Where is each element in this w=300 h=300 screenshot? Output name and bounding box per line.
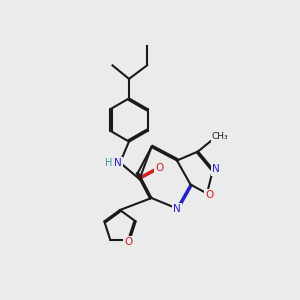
Text: O: O: [155, 163, 164, 173]
Text: N: N: [212, 164, 220, 175]
Text: O: O: [124, 237, 132, 247]
Text: N: N: [114, 158, 122, 168]
Text: H: H: [105, 158, 112, 168]
Text: CH₃: CH₃: [212, 132, 228, 141]
Text: N: N: [173, 204, 181, 214]
Text: O: O: [205, 190, 214, 200]
